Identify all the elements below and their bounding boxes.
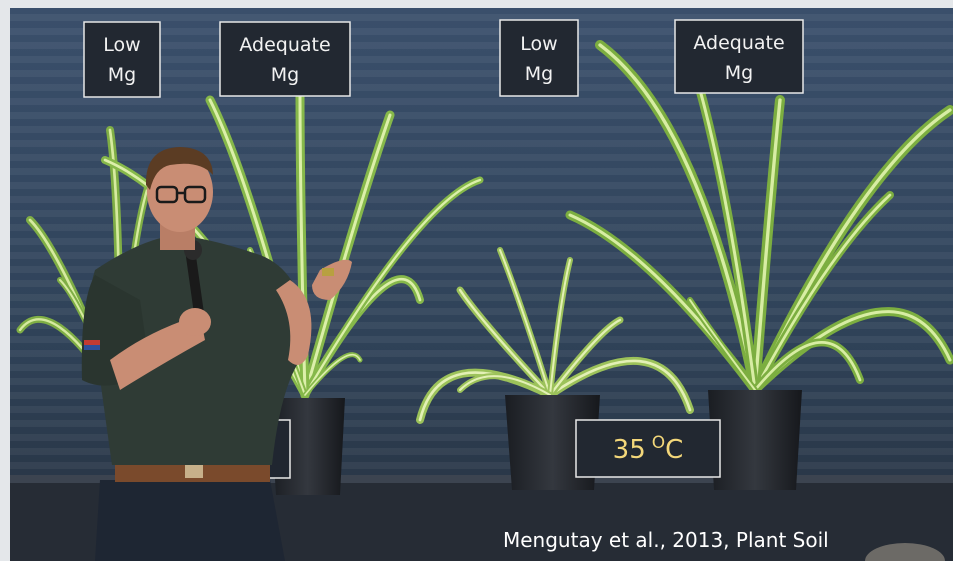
temperature-value: 35 [613,435,646,465]
mic-hand [179,308,211,336]
label-line: Mg [725,62,753,84]
label-box: Adequate Mg [675,20,803,93]
label-line: Adequate [693,32,784,54]
label-line: Mg [525,63,553,85]
photo: Low Mg Adequate Mg Low Mg Adequate Mg 35… [0,0,953,561]
citation: Mengutay et al., 2013, Plant Soil [503,528,829,552]
page: Low Mg Adequate Mg Low Mg Adequate Mg 35… [0,0,953,561]
temperature-unit: C [665,435,683,465]
label-box: Low Mg [500,20,578,96]
jeans [95,480,285,561]
temperature-sup: O [652,433,665,453]
label-box: Adequate Mg [220,22,350,96]
label-line: Adequate [239,34,330,56]
pot [708,390,802,490]
clicker [322,268,334,276]
buckle [185,464,203,478]
label-line: Low [520,33,557,55]
label-line: Mg [108,64,136,86]
label-line: Low [103,34,140,56]
temperature-frame [576,420,720,477]
flag-patch [84,345,100,350]
label-box: Low Mg [84,22,160,97]
temperature-box: 35 OC [576,420,720,477]
label-line: Mg [271,64,299,86]
